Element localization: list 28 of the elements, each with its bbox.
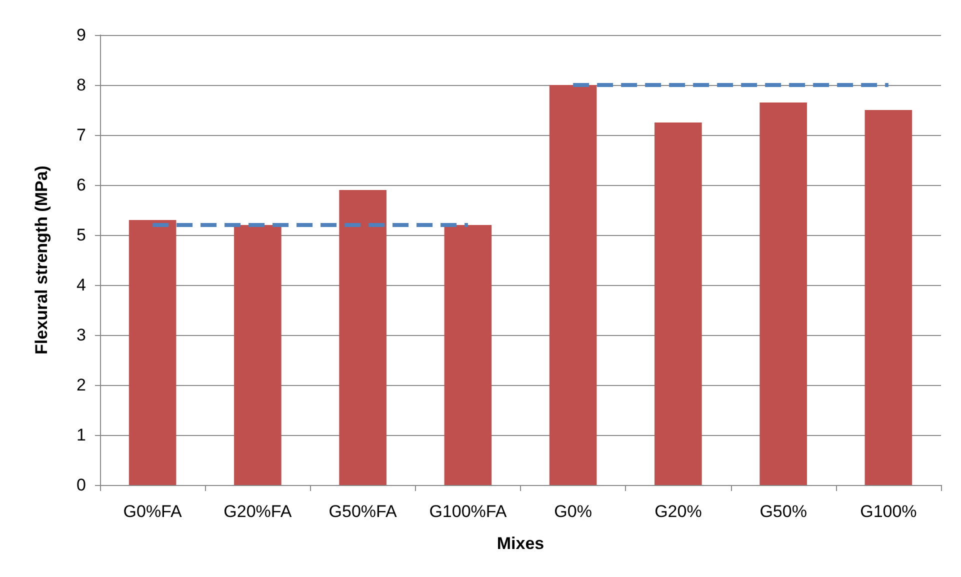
y-tick-label: 9 (76, 26, 86, 44)
y-tick-label: 8 (76, 76, 86, 94)
x-tick-label: G20%FA (224, 502, 292, 521)
bar (864, 110, 912, 485)
y-tick-label: 3 (76, 326, 86, 344)
bar (444, 225, 492, 485)
bar (234, 225, 282, 485)
x-tick-label: G50% (760, 502, 807, 521)
x-tick-label: G50%FA (328, 502, 398, 521)
bar (339, 190, 386, 485)
y-tick-label: 7 (76, 126, 86, 144)
y-tick-label: 4 (76, 276, 86, 294)
y-tick-label: 6 (76, 176, 86, 194)
x-tick-label: G20% (654, 502, 702, 521)
y-tick-label: 0 (76, 476, 86, 494)
bar (654, 122, 702, 485)
x-tick-label: G100%FA (429, 502, 508, 521)
bar (128, 220, 176, 485)
bar (549, 85, 597, 485)
y-tick-label: 1 (76, 426, 86, 444)
y-axis-title: Flexural strength (MPa) (32, 166, 51, 354)
y-tick-label: 2 (76, 376, 86, 394)
y-tick-label: 5 (76, 226, 86, 244)
x-axis-title: Mixes (496, 534, 544, 553)
x-tick-label: G0% (554, 502, 592, 521)
x-tick-label: G100% (860, 502, 917, 521)
bar (760, 102, 807, 485)
x-tick-label: G0%FA (123, 502, 183, 521)
